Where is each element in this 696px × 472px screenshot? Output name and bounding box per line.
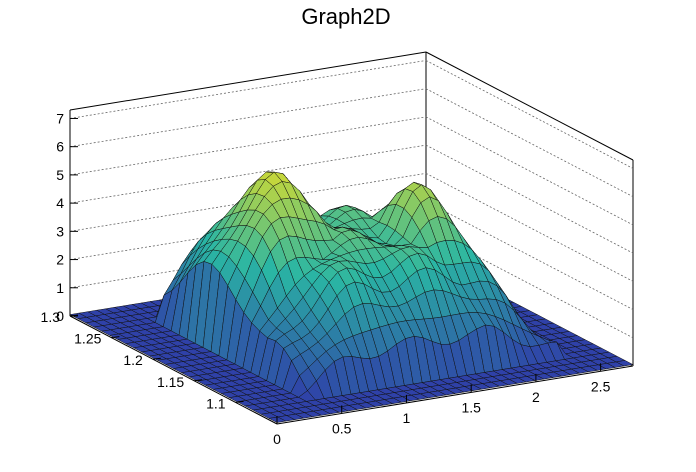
box-edge (69, 51, 427, 111)
chart-title: Graph2D (301, 4, 390, 29)
y-tick (235, 400, 244, 403)
surface-cell (615, 360, 634, 367)
y-tick-label: 1.1 (206, 395, 226, 411)
y-tick (111, 336, 120, 339)
x-tick-label: 0 (273, 431, 281, 447)
grid-line (69, 60, 427, 119)
grid-line (425, 88, 634, 198)
x-tick-label: 1 (403, 410, 411, 426)
y-tick-label: 1.3 (41, 309, 61, 325)
z-tick-label: 7 (56, 110, 64, 126)
x-tick-label: 0.5 (332, 420, 352, 436)
box-edge (69, 315, 278, 425)
grid-line (69, 88, 427, 148)
y-tick (194, 379, 203, 382)
y-tick-label: 1.15 (157, 374, 184, 390)
x-tick-label: 1.5 (461, 399, 481, 415)
y-tick (152, 357, 161, 360)
z-tick-label: 5 (56, 167, 64, 183)
z-tick-label: 1 (56, 280, 64, 296)
box-edge-front (276, 365, 634, 425)
grid-line (425, 60, 634, 169)
x-tick-label: 2 (532, 389, 540, 405)
grid-line (425, 172, 634, 282)
z-tick-label: 4 (56, 195, 64, 211)
box-edge (425, 51, 634, 161)
x-tick-label: 2.5 (591, 378, 611, 394)
z-tick-label: 3 (56, 223, 64, 239)
y-tick-label: 1.25 (74, 331, 101, 347)
z-tick-label: 0 (56, 308, 64, 324)
z-tick-label: 2 (56, 252, 64, 268)
grid-line (425, 229, 634, 339)
grid-line (69, 144, 427, 204)
z-tick-label: 6 (56, 139, 64, 155)
y-tick-label: 1.2 (123, 352, 143, 368)
grid-line (425, 201, 634, 310)
grid-line (69, 116, 427, 176)
surface-mesh (69, 171, 634, 423)
grid-line (425, 116, 634, 226)
grid-line (425, 144, 634, 254)
